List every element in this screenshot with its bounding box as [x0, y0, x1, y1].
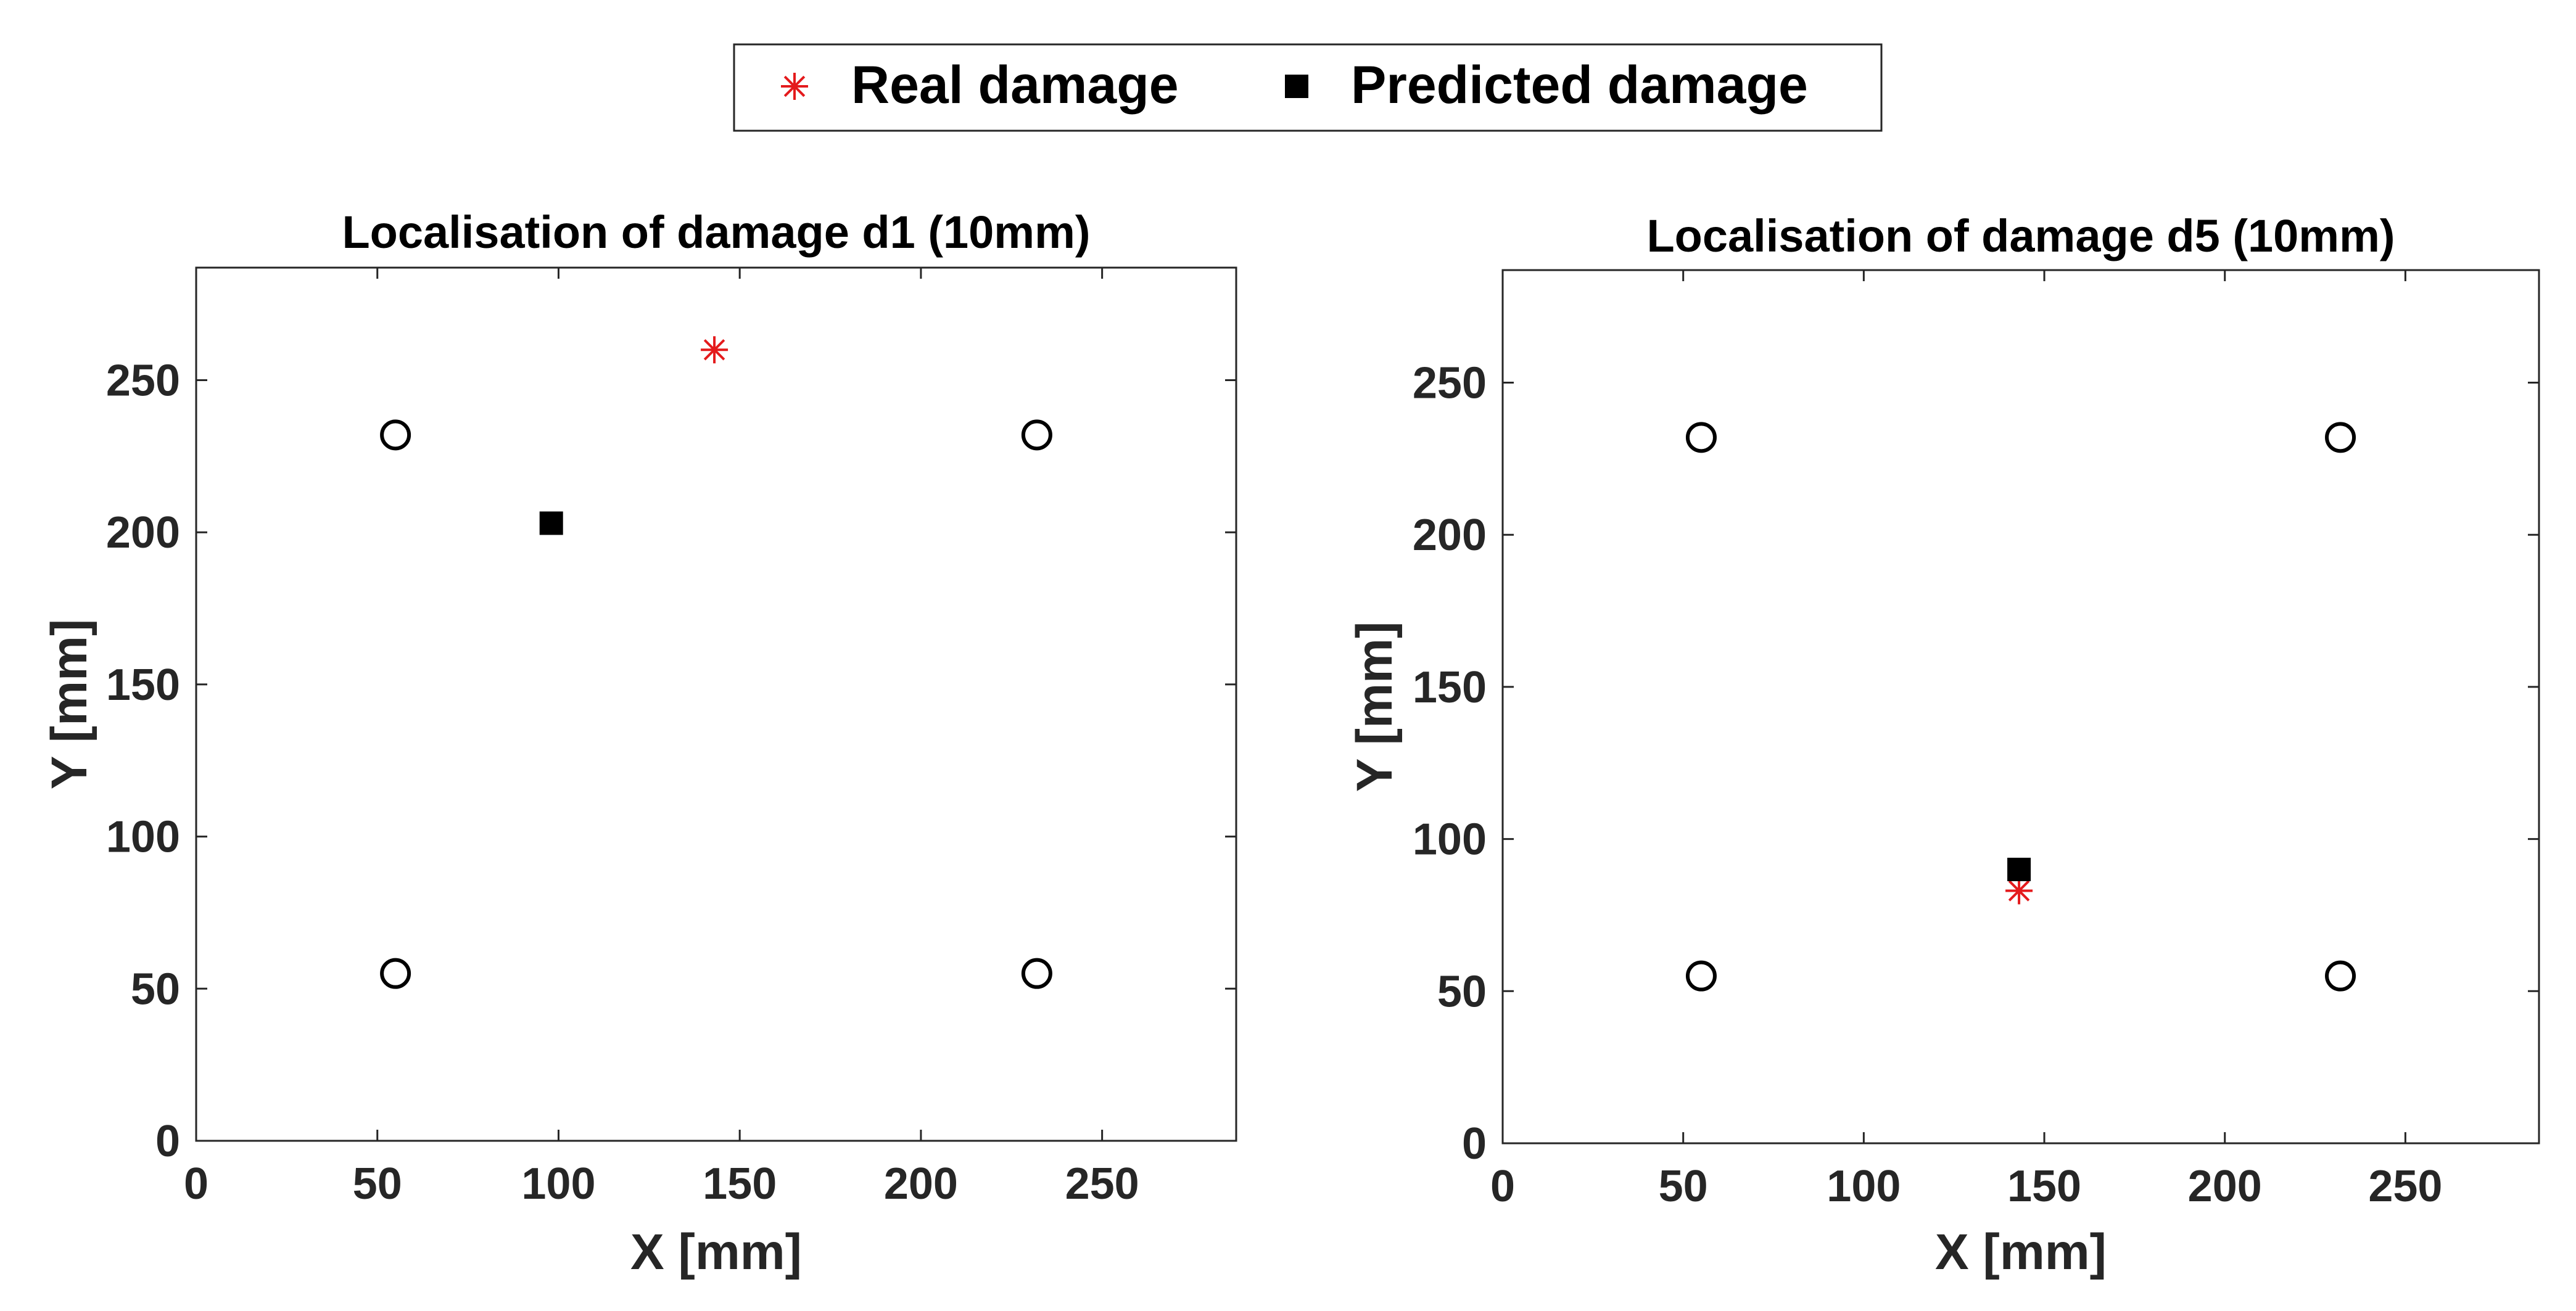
- legend-square-icon: [1285, 75, 1308, 98]
- y-tick-label: 250: [106, 356, 180, 406]
- x-tick-label: 150: [703, 1159, 777, 1209]
- x-tick-label: 200: [2188, 1162, 2262, 1211]
- x-tick-label: 0: [184, 1159, 208, 1209]
- chart-title-d1: Localisation of damage d1 (10mm): [342, 207, 1090, 258]
- legend-label-predicted-damage: Predicted damage: [1351, 55, 1808, 115]
- legend: Real damage Predicted damage: [733, 43, 1883, 132]
- y-tick-label: 200: [106, 508, 180, 557]
- plot-area-d5: [1501, 269, 2540, 1145]
- predicted-damage-marker: [2007, 857, 2031, 881]
- y-tick-label: 50: [131, 964, 180, 1014]
- y-tick-label: 0: [155, 1117, 180, 1166]
- x-tick-label: 150: [2007, 1162, 2081, 1211]
- chart-panel-d5: Localisation of damage d5 (10mm) 0 50 100 1…: [1347, 210, 2540, 1280]
- sensor-marker: [380, 958, 411, 989]
- ticks-d1: 0 50 100 150 200 250 0 50 100 150 200 250: [106, 268, 1236, 1209]
- x-tick-label: 100: [1827, 1162, 1901, 1211]
- y-tick-label: 100: [1413, 815, 1487, 865]
- sensor-marker: [380, 419, 411, 451]
- x-tick-label: 0: [1490, 1162, 1515, 1211]
- sensor-marker: [1685, 960, 1717, 992]
- chart-title-d5: Localisation of damage d5 (10mm): [1646, 210, 2395, 261]
- x-axis-label-d5: X [mm]: [1935, 1224, 2107, 1280]
- real-damage-marker: [2005, 877, 2033, 905]
- y-axis-label-d1: Y [mm]: [41, 619, 97, 789]
- sensor-marker: [2325, 960, 2356, 992]
- ticks-d5: 0 50 100 150 200 250 0 50 100 150 200 250: [1413, 270, 2539, 1211]
- legend-marker-real-damage: [781, 73, 808, 100]
- predicted-damage-marker: [539, 511, 563, 535]
- y-tick-label: 0: [1462, 1119, 1487, 1169]
- x-tick-label: 250: [1065, 1159, 1139, 1209]
- x-tick-label: 50: [1659, 1162, 1708, 1211]
- sensor-marker: [1685, 422, 1717, 453]
- marks-d1: [380, 336, 1052, 989]
- sensor-marker: [2325, 422, 2356, 453]
- y-tick-label: 150: [106, 660, 180, 710]
- x-axis-label-d1: X [mm]: [630, 1224, 802, 1280]
- plot-area-d1: [195, 266, 1237, 1142]
- y-tick-label: 250: [1413, 359, 1487, 408]
- sensor-marker: [1021, 419, 1052, 451]
- legend-marker-predicted-damage: [1285, 75, 1308, 98]
- x-tick-label: 250: [2368, 1162, 2442, 1211]
- marks-d5: [1685, 422, 2356, 992]
- x-tick-label: 200: [884, 1159, 958, 1209]
- y-tick-label: 100: [106, 813, 180, 862]
- x-tick-label: 100: [521, 1159, 595, 1209]
- legend-label-real-damage: Real damage: [851, 55, 1179, 115]
- y-tick-label: 200: [1413, 511, 1487, 560]
- y-axis-label-d5: Y [mm]: [1347, 622, 1403, 792]
- sensor-marker: [1021, 958, 1052, 989]
- legend-asterisk-icon: [781, 73, 808, 100]
- x-tick-label: 50: [353, 1159, 402, 1209]
- y-tick-label: 50: [1437, 967, 1487, 1016]
- y-tick-label: 150: [1413, 663, 1487, 712]
- chart-panel-d1: Localisation of damage d1 (10mm) 0 50 100 1…: [41, 207, 1237, 1280]
- real-damage-marker: [701, 336, 729, 364]
